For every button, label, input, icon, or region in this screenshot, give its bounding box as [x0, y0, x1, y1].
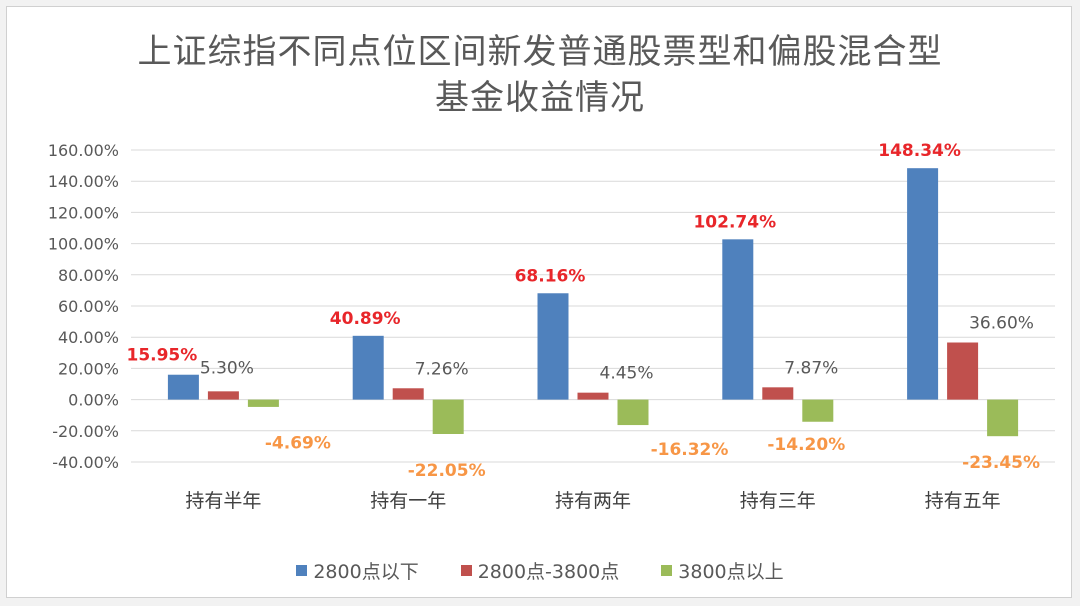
y-tick-label: 20.00%: [58, 359, 119, 378]
bar: [432, 399, 464, 434]
x-tick-label: 持有一年: [370, 490, 446, 512]
y-tick-label: 80.00%: [58, 266, 119, 285]
x-tick-label: 持有五年: [925, 490, 1001, 512]
data-label: 5.30%: [200, 358, 254, 378]
y-tick-label: 40.00%: [58, 328, 119, 347]
data-label: 36.60%: [969, 314, 1034, 334]
bar: [907, 168, 939, 400]
y-tick-label: 140.00%: [48, 172, 119, 191]
y-tick-label: 160.00%: [48, 141, 119, 160]
bar: [722, 239, 754, 400]
y-tick-label: 0.00%: [68, 391, 119, 410]
data-label: 7.26%: [415, 359, 469, 379]
data-label: 4.45%: [600, 364, 654, 384]
data-label: -22.05%: [408, 461, 486, 481]
data-label: 102.74%: [693, 212, 776, 232]
legend-label-series-3: 3800点以上: [678, 561, 784, 583]
bar: [352, 335, 384, 400]
data-label: -16.32%: [651, 440, 729, 460]
data-label: -23.45%: [962, 453, 1040, 473]
legend-item-series-3: 3800点以上: [661, 557, 784, 584]
y-tick-label: -40.00%: [52, 453, 119, 472]
x-tick-label: 持有半年: [185, 490, 261, 512]
bar: [762, 387, 794, 400]
legend-item-series-2: 2800点-3800点: [460, 557, 620, 584]
bar: [247, 399, 279, 407]
chart-title-line-2: 基金收益情况: [435, 78, 645, 118]
legend-swatch-series-3: [661, 565, 673, 576]
bar: [617, 399, 649, 426]
data-label: 7.87%: [784, 358, 838, 378]
chart-frame: 上证综指不同点位区间新发普通股票型和偏股混合型 基金收益情况 160.00% 14…: [6, 6, 1072, 598]
y-tick-label: 60.00%: [58, 297, 119, 316]
bar-chart: 160.00% 140.00% 120.00% 100.00% 80.00% 60.00%…: [48, 141, 1055, 512]
x-tick-label: 持有两年: [555, 490, 631, 512]
bar: [392, 388, 424, 400]
legend-label-series-1: 2800点以下: [313, 561, 419, 583]
data-label: -14.20%: [767, 435, 845, 455]
chart-title: 上证综指不同点位区间新发普通股票型和偏股混合型 基金收益情况: [7, 29, 1073, 121]
data-label: 40.89%: [330, 309, 401, 329]
bar: [947, 342, 979, 400]
bar: [987, 399, 1019, 437]
chart-legend: 2800点以下 2800点-3800点 3800点以上: [7, 557, 1073, 584]
data-label: 148.34%: [878, 141, 961, 161]
data-label: 15.95%: [126, 346, 197, 366]
bar: [207, 391, 239, 400]
legend-label-series-2: 2800点-3800点: [477, 561, 620, 583]
data-label: 68.16%: [515, 266, 586, 286]
bar: [802, 399, 834, 422]
bar: [537, 293, 569, 400]
bar: [167, 374, 199, 400]
x-tick-label: 持有三年: [740, 490, 816, 512]
y-tick-label: 120.00%: [48, 203, 119, 222]
legend-swatch-series-1: [296, 565, 308, 576]
data-label: -4.69%: [265, 434, 331, 454]
y-tick-label: -20.00%: [52, 422, 119, 441]
chart-title-line-1: 上证综指不同点位区间新发普通股票型和偏股混合型: [137, 32, 943, 72]
y-tick-label: 100.00%: [48, 235, 119, 254]
bar: [577, 392, 609, 400]
legend-swatch-series-2: [460, 565, 472, 576]
legend-item-series-1: 2800点以下: [296, 557, 419, 584]
